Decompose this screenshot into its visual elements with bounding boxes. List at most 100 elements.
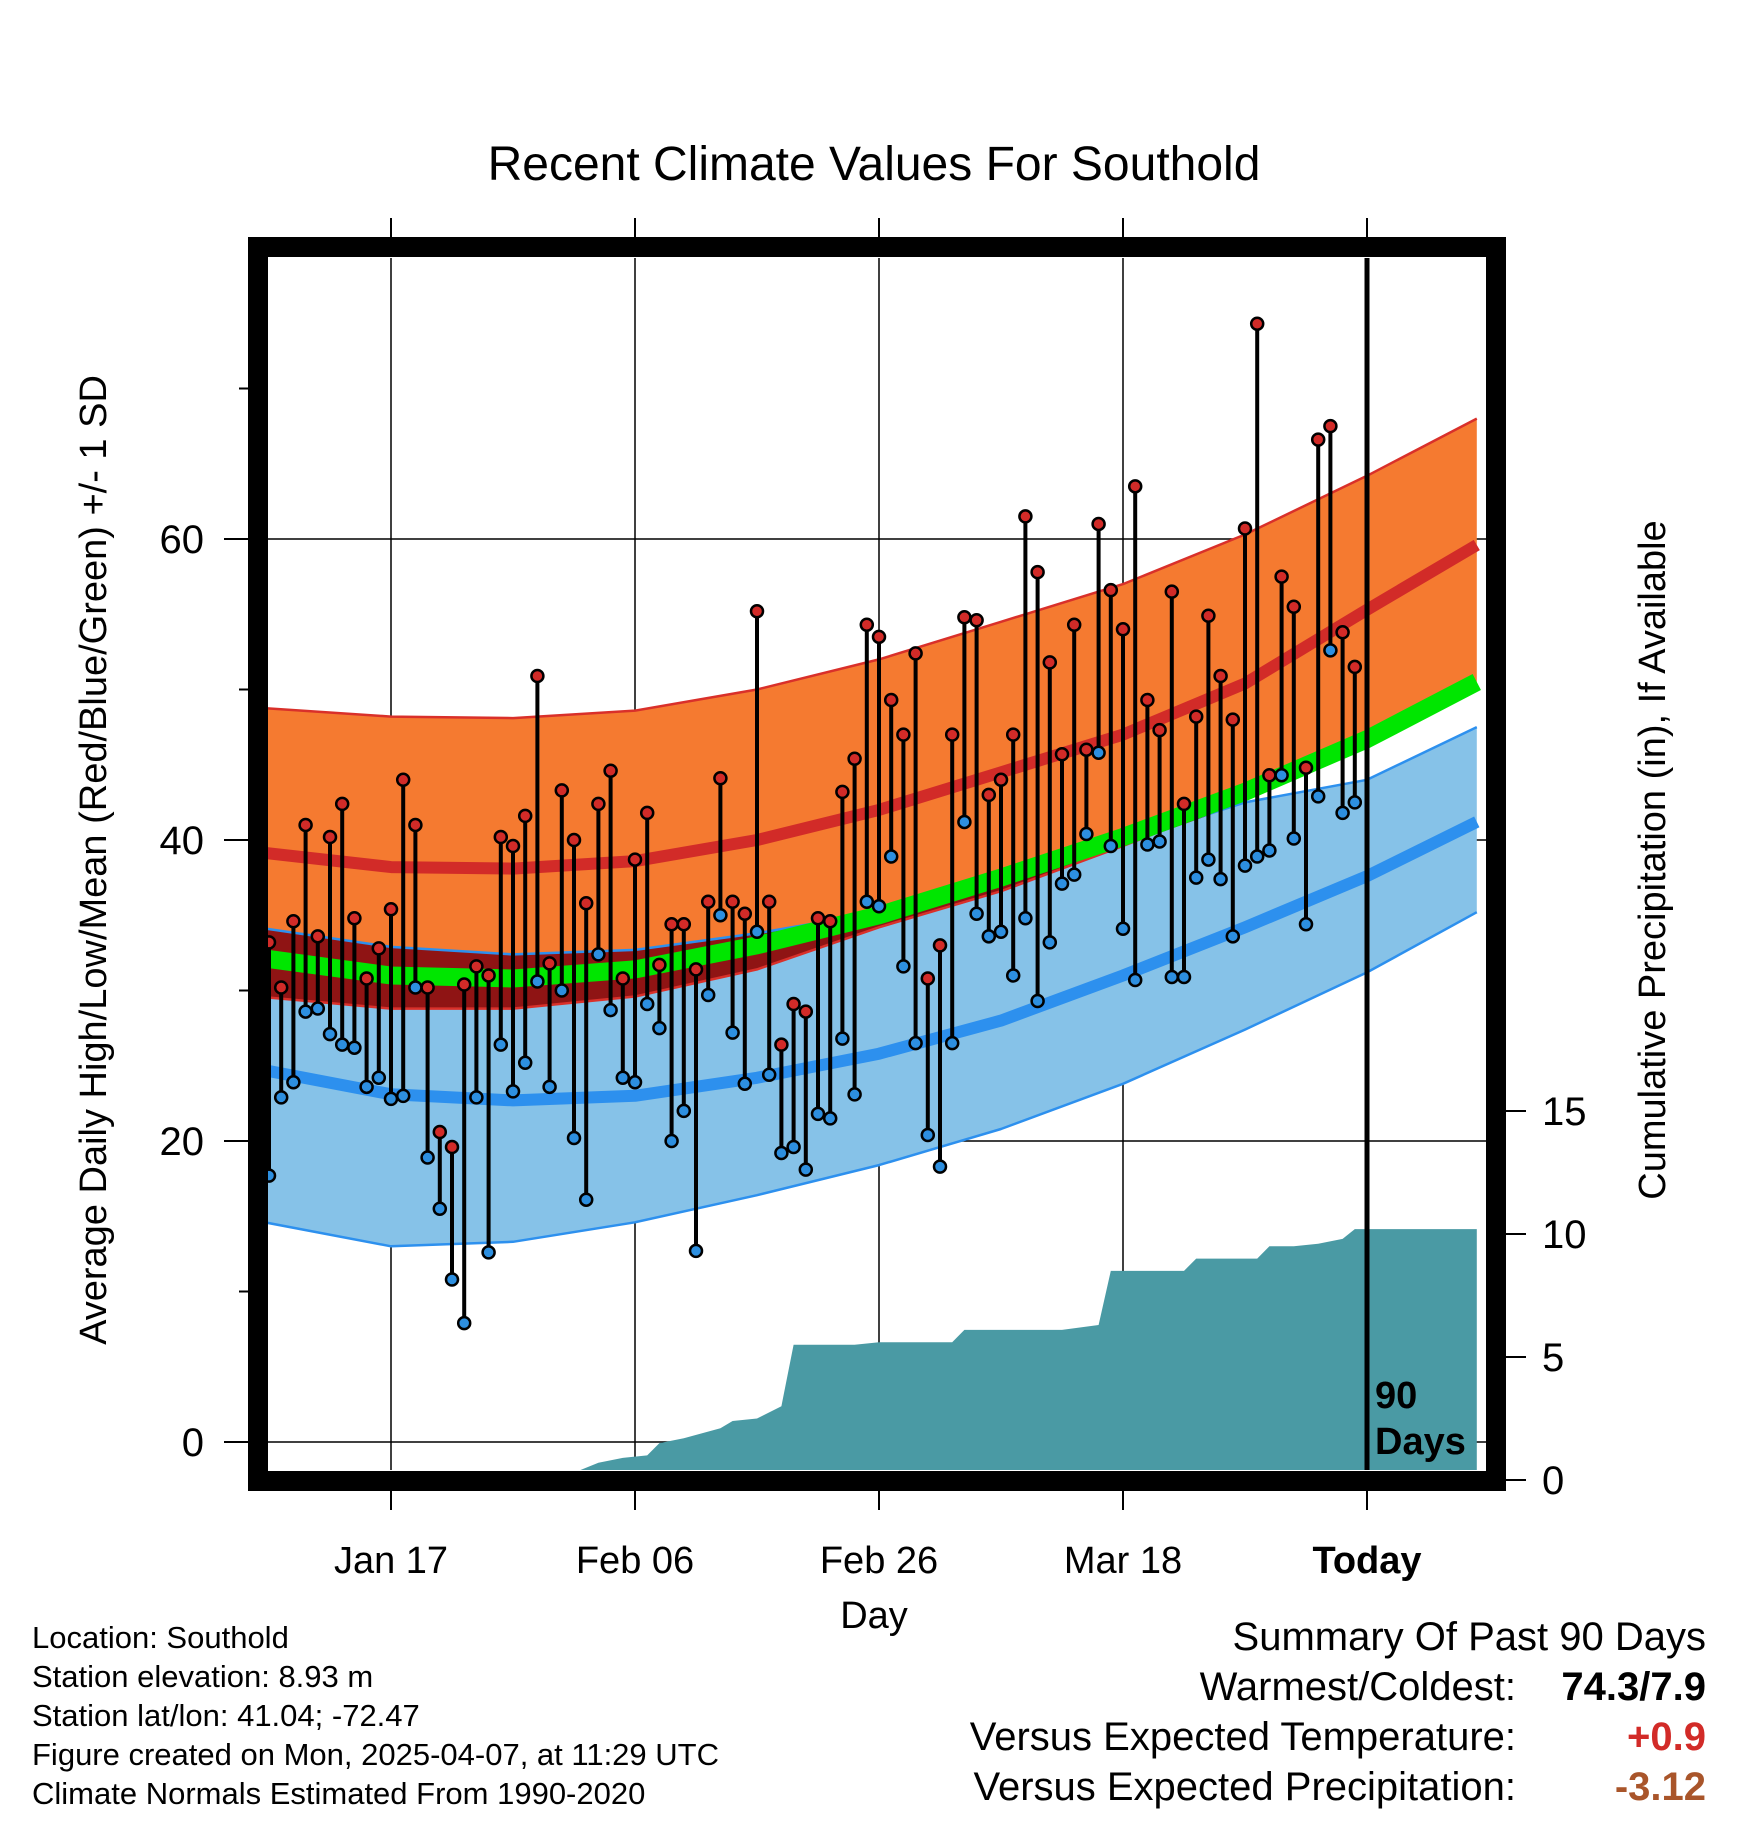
daily-low-point — [469, 1090, 484, 1105]
daily-high-point — [505, 838, 521, 854]
daily-low-point — [713, 908, 728, 923]
daily-low-point — [847, 1087, 862, 1102]
daily-high-point — [383, 901, 399, 917]
daily-high-point — [542, 956, 557, 971]
daily-high-point — [1066, 617, 1082, 633]
daily-low-point — [932, 1159, 948, 1174]
daily-low-point — [908, 1035, 923, 1051]
daily-low-point — [652, 1020, 667, 1036]
daily-low-point — [420, 1150, 435, 1165]
y-axis-right-label: Cumulative Precipitation (in), If Availa… — [1632, 520, 1674, 1199]
daily-high-point — [761, 894, 777, 909]
daily-low-point — [542, 1079, 557, 1095]
daily-low-point — [737, 1076, 753, 1092]
daily-low-point — [1164, 969, 1180, 985]
daily-low-point — [1091, 745, 1106, 760]
summary-title: Summary Of Past 90 Days — [1232, 1615, 1706, 1659]
precip-versus-label: Versus Expected Precipitation: — [973, 1765, 1516, 1809]
daily-high-point — [944, 727, 960, 742]
x-axis-label: Day — [840, 1595, 908, 1637]
daily-high-point — [688, 962, 704, 977]
x-tick-label: Jan 17 — [334, 1540, 448, 1582]
daily-low-point — [505, 1084, 521, 1099]
daily-low-point — [1140, 837, 1155, 852]
daily-high-point — [627, 852, 643, 867]
daily-low-point — [1335, 805, 1350, 821]
daily-high-point — [1335, 625, 1350, 640]
daily-low-point — [1298, 917, 1314, 932]
daily-low-point — [371, 1070, 387, 1086]
temp-versus-value: +0.9 — [1627, 1715, 1706, 1759]
daily-low-point — [1347, 795, 1363, 810]
daily-low-point — [981, 929, 997, 944]
daily-high-point — [444, 1139, 460, 1155]
daily-high-point — [1188, 709, 1204, 724]
daily-high-point — [871, 629, 887, 645]
daily-high-point — [322, 829, 338, 845]
daily-high-point — [1054, 746, 1070, 762]
daily-high-point — [1347, 659, 1363, 675]
daily-high-point — [981, 787, 997, 803]
daily-low-point — [408, 980, 423, 995]
daily-high-point — [786, 996, 801, 1012]
x-tick-label: Feb 06 — [576, 1540, 694, 1582]
chart-title: Recent Climate Values For Southold — [488, 138, 1261, 191]
daily-high-point — [652, 957, 667, 973]
daily-low-point — [1127, 972, 1143, 988]
daily-high-point — [1213, 668, 1228, 684]
daily-low-point — [896, 959, 911, 974]
daily-low-point — [798, 1162, 814, 1177]
daily-high-point — [554, 783, 570, 798]
daily-low-point — [1237, 858, 1253, 873]
daily-high-point — [725, 894, 740, 909]
daily-low-point — [725, 1025, 740, 1040]
daily-high-point — [1005, 727, 1021, 742]
daily-low-point — [1188, 870, 1204, 885]
daily-high-point — [493, 829, 509, 845]
daily-high-point — [1115, 622, 1131, 637]
daily-low-point — [1262, 843, 1277, 858]
daily-low-point — [957, 814, 972, 830]
daily-high-point — [1018, 509, 1033, 524]
daily-high-point — [591, 796, 606, 812]
y-tick-label: 40 — [160, 819, 205, 863]
daily-high-point — [1249, 316, 1265, 332]
daily-high-point — [774, 1037, 789, 1052]
x-tick-label: Today — [1312, 1540, 1421, 1582]
daily-low-point — [749, 924, 765, 940]
precip-versus-row: Versus Expected Precipitation: -3.12 — [970, 1762, 1706, 1812]
daily-low-point — [1005, 968, 1021, 983]
daily-low-point — [310, 1001, 326, 1016]
y-tick-label: 60 — [160, 518, 205, 562]
daily-high-point — [835, 784, 850, 800]
daily-high-point — [993, 772, 1009, 788]
daily-low-point — [969, 906, 984, 921]
y-axis-label: Average Daily High/Low/Mean (Red/Blue/Gr… — [73, 375, 115, 1345]
daily-high-point — [371, 941, 387, 956]
daily-high-point — [1091, 516, 1106, 532]
daily-low-point — [835, 1031, 850, 1046]
plot-frame — [248, 237, 1506, 1491]
daily-high-point — [1237, 521, 1253, 536]
warmest-coldest-row: Warmest/Coldest: 74.3/7.9 — [970, 1662, 1706, 1712]
daily-low-point — [347, 1040, 362, 1055]
daily-high-point — [566, 832, 582, 848]
daily-low-point — [603, 1002, 618, 1018]
daily-low-point — [1249, 849, 1265, 864]
temp-versus-label: Versus Expected Temperature: — [969, 1715, 1516, 1759]
daily-high-point — [1152, 722, 1167, 738]
daily-high-point — [957, 610, 972, 625]
daily-low-point — [1323, 643, 1338, 658]
daily-low-point — [1115, 921, 1131, 937]
daily-low-point — [1066, 867, 1082, 882]
daily-high-point — [481, 968, 496, 983]
y-right-tick-label: 15 — [1542, 1090, 1587, 1134]
daily-high-point — [713, 771, 728, 786]
daily-low-point — [493, 1037, 509, 1052]
daily-high-point — [1042, 655, 1058, 670]
daily-high-point — [359, 971, 374, 986]
daily-low-point — [1030, 993, 1045, 1009]
daily-low-point — [530, 974, 545, 989]
daily-low-point — [1079, 826, 1094, 842]
